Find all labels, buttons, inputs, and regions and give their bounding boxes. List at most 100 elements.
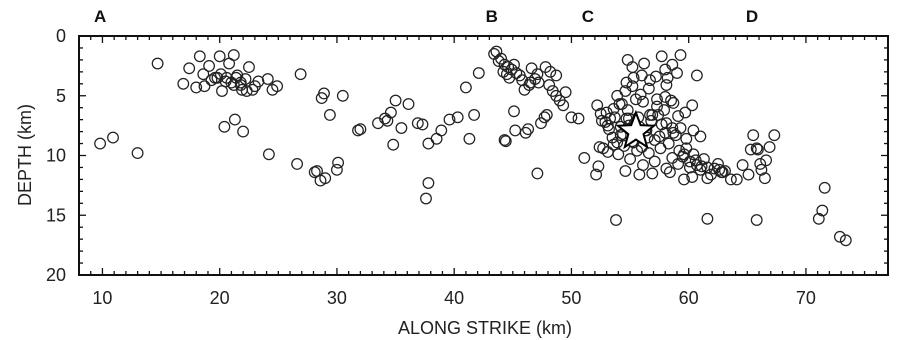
hypocenter-point bbox=[660, 117, 673, 130]
hypocenter-point bbox=[332, 156, 345, 169]
x-tick-label: 10 bbox=[92, 288, 112, 308]
hypocenter-point bbox=[177, 77, 190, 90]
hypocenter-point bbox=[236, 83, 248, 96]
hypocenter-point bbox=[624, 153, 637, 166]
hypocenter-point bbox=[240, 85, 253, 97]
hypocenter-point bbox=[694, 130, 707, 143]
hypocenter-point bbox=[261, 73, 274, 85]
y-tick-label: 10 bbox=[46, 146, 66, 166]
hypocenter-point bbox=[659, 63, 672, 76]
hypocenter-point bbox=[667, 96, 680, 109]
hypocenter-point bbox=[680, 132, 693, 145]
hypocenter-point bbox=[658, 104, 671, 117]
hypocenter-point bbox=[644, 108, 656, 121]
x-axis-ticks: 10 20 30 40 50 60 70 bbox=[78, 36, 889, 308]
hypocenter-point bbox=[634, 88, 647, 101]
hypocenter-point bbox=[499, 135, 512, 148]
hypocenter-point bbox=[659, 90, 672, 103]
hypocenter-point bbox=[607, 138, 620, 151]
hypocenter-point bbox=[604, 112, 617, 125]
hypocenter-point bbox=[459, 81, 472, 94]
hypocenter-point bbox=[395, 122, 408, 134]
hypocenter-point bbox=[107, 131, 119, 144]
hypocenter-point bbox=[651, 100, 663, 113]
hypocenter-point bbox=[468, 108, 481, 121]
hypocenter-point bbox=[451, 111, 464, 124]
hypocenter-point bbox=[228, 113, 241, 126]
hypocenter-point bbox=[151, 57, 164, 70]
hypocenter-point bbox=[651, 93, 663, 106]
hypocenter-point bbox=[578, 151, 591, 164]
hypocenter-point bbox=[758, 172, 771, 185]
hypocenter-point bbox=[203, 59, 216, 72]
hypocenter-point bbox=[319, 172, 332, 185]
hypocenter-point bbox=[593, 141, 606, 154]
y-tick-label: 20 bbox=[46, 265, 66, 285]
x-tick-label: 50 bbox=[561, 288, 581, 308]
hypocenter-point bbox=[557, 99, 570, 112]
hypocenter-point bbox=[642, 147, 655, 160]
hypocenter-point bbox=[522, 123, 535, 136]
hypocenter-point bbox=[243, 61, 255, 74]
hypocenter-point bbox=[572, 112, 585, 125]
x-tick-label: 40 bbox=[444, 288, 464, 308]
hypocenter-point bbox=[525, 62, 538, 75]
hypocenter-point bbox=[590, 168, 603, 181]
hypocenter-point bbox=[237, 125, 250, 138]
x-tick-label: 20 bbox=[210, 288, 230, 308]
hypocenter-point bbox=[294, 68, 307, 81]
hypocenter-point bbox=[687, 148, 700, 161]
hypocenter-point bbox=[495, 52, 508, 65]
hypocenter-point bbox=[742, 168, 755, 181]
hypocenter-point bbox=[472, 67, 485, 79]
hypocenter-point bbox=[402, 98, 415, 111]
hypocenter-point bbox=[592, 160, 605, 173]
hypocenter-point bbox=[492, 55, 505, 68]
hypocenter-point bbox=[213, 50, 226, 63]
hypocenter-point bbox=[686, 99, 699, 112]
y-tick-label: 15 bbox=[46, 205, 66, 225]
hypocenter-point bbox=[443, 113, 456, 126]
hypocenter-point bbox=[724, 173, 737, 186]
hypocenter-point bbox=[197, 68, 210, 81]
hypocenter-point bbox=[644, 74, 656, 87]
hypocenter-point bbox=[323, 108, 336, 121]
hypocenter-point bbox=[538, 111, 551, 124]
hypocenter-point bbox=[565, 111, 578, 124]
hypocenter-point bbox=[416, 118, 429, 131]
hypocenter-point bbox=[626, 61, 639, 74]
hypocenter-point bbox=[543, 79, 556, 91]
hypocenter-point bbox=[649, 70, 662, 83]
hypocenter-point bbox=[183, 62, 196, 75]
hypocenter-point bbox=[716, 166, 729, 179]
hypocenter-point bbox=[94, 137, 107, 150]
hypocenter-point bbox=[672, 157, 685, 170]
hypocenter-point bbox=[422, 177, 435, 189]
hypocenter-point bbox=[422, 137, 435, 150]
x-axis-label: ALONG STRIKE (km) bbox=[398, 318, 572, 338]
hypocenter-point bbox=[463, 132, 476, 145]
hypocenter-point bbox=[750, 142, 763, 155]
hypocenter-point bbox=[763, 141, 776, 154]
hypocenter-point bbox=[631, 144, 644, 157]
section-label-b: B bbox=[486, 7, 498, 26]
hypocenter-point bbox=[262, 148, 275, 161]
hypocenter-point bbox=[818, 181, 831, 194]
hypocenter-point bbox=[330, 163, 343, 176]
hypocenter-point bbox=[690, 69, 703, 82]
hypocenter-point bbox=[768, 129, 781, 142]
hypocenter-point bbox=[600, 106, 613, 119]
hypocenter-point bbox=[613, 98, 626, 111]
hypocenter-point bbox=[524, 76, 537, 89]
hypocenter-point bbox=[198, 80, 211, 93]
hypocenter-point bbox=[234, 79, 247, 91]
hypocenter-point bbox=[626, 80, 639, 93]
hypocenter-point bbox=[612, 148, 625, 161]
hypocenter-point bbox=[614, 129, 627, 142]
hypocenter-point bbox=[271, 80, 284, 93]
hypocenter-point bbox=[755, 163, 768, 176]
y-tick-label: 0 bbox=[56, 26, 66, 46]
hypocenter-point bbox=[550, 69, 563, 82]
hypocenter-point bbox=[387, 138, 400, 151]
hypocenter-point bbox=[190, 81, 203, 94]
